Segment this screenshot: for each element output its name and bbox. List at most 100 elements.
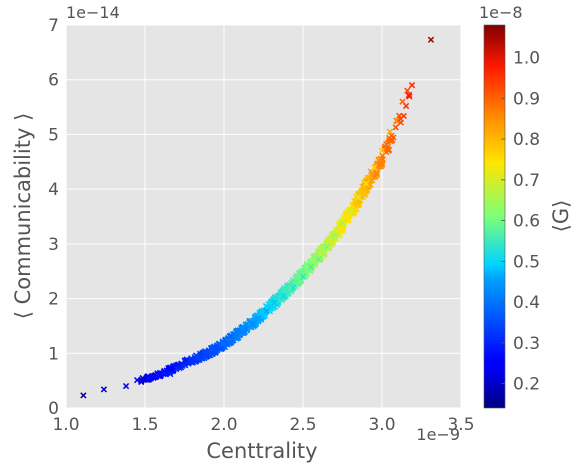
scatter-point <box>167 370 174 378</box>
scatter-point <box>160 369 168 377</box>
scatter-point <box>154 372 161 379</box>
scatter-point <box>306 259 313 266</box>
scatter-point <box>404 87 411 94</box>
scatter-point <box>345 211 353 219</box>
scatter-point <box>201 352 209 359</box>
y-tick-label: 7 <box>48 16 59 36</box>
y-tick-label: 2 <box>48 290 59 310</box>
scatter-point <box>122 382 130 390</box>
scatter-point <box>281 284 288 292</box>
scatter-point <box>393 117 400 124</box>
scatter-point <box>239 327 247 334</box>
scatter-point <box>280 292 288 299</box>
scatter-point <box>290 284 297 291</box>
scatter-point <box>406 93 413 100</box>
colorbar-tick-label: 1.0 <box>513 49 540 69</box>
scatter-point <box>363 180 370 187</box>
scatter-point <box>321 248 328 256</box>
x-axis-label: Centtrality <box>206 439 317 463</box>
scatter-point <box>390 134 397 141</box>
scatter-point <box>255 315 262 322</box>
x-tick-label: 2.5 <box>289 415 316 435</box>
y-offset-label: 1e−14 <box>66 3 120 22</box>
scatter-point <box>216 345 223 353</box>
colorbar-offset-label: 1e−8 <box>479 3 523 22</box>
colorbar-tick-label: 0.4 <box>513 293 540 313</box>
x-tick-label: 1.5 <box>131 415 158 435</box>
scatter-point <box>392 124 399 131</box>
scatter-point <box>370 164 378 171</box>
x-tick-label: 3.5 <box>447 415 474 435</box>
scatter-point <box>329 239 336 246</box>
colorbar-ticks: 0.2 0.3 0.4 0.5 0.6 0.7 0.8 0.9 1.0 <box>501 49 540 395</box>
scatter-point <box>384 146 392 154</box>
scatter-point <box>271 299 278 306</box>
scatter-point <box>208 350 215 357</box>
scatter-point <box>307 263 315 270</box>
scatter-point <box>227 333 234 340</box>
scatter-point <box>355 194 362 201</box>
x-tick-label: 2.0 <box>210 415 237 435</box>
scatter-point <box>399 98 406 105</box>
y-tick-label: 6 <box>48 71 59 91</box>
colorbar-tick-label: 0.5 <box>513 252 540 272</box>
x-offset-label: 1e−9 <box>416 425 460 444</box>
colorbar-tick-label: 0.3 <box>513 334 540 354</box>
y-tick-label: 1 <box>48 344 59 364</box>
scatter-point <box>263 308 270 315</box>
scatter-point <box>331 232 338 239</box>
plot-background <box>66 25 461 408</box>
scatter-point <box>181 361 188 368</box>
scatter-point <box>145 374 152 382</box>
scatter-point <box>408 82 416 89</box>
axis-ticks: 1.0 1.5 2.0 2.5 3.0 3.5 0 1 2 3 4 5 6 7 <box>48 16 474 435</box>
scatter-point <box>80 392 87 399</box>
scatter-point <box>249 321 256 328</box>
scatter-point <box>149 373 157 380</box>
x-tick-label: 3.0 <box>368 415 395 435</box>
y-tick-label: 0 <box>48 399 59 419</box>
scatter-point <box>386 128 394 135</box>
colorbar-tick-label: 0.2 <box>513 375 540 395</box>
y-tick-label: 5 <box>48 125 59 145</box>
scatter-point <box>347 207 354 215</box>
scatter-point <box>195 353 202 361</box>
y-tick-label: 4 <box>48 180 59 200</box>
scatter-point <box>173 365 180 372</box>
data-points <box>80 36 435 399</box>
scatter-point <box>224 340 231 348</box>
scatter-point <box>345 217 352 224</box>
scatter-point <box>427 36 435 43</box>
scatter-point <box>195 355 202 362</box>
scatter-point <box>323 243 330 250</box>
x-tick-label: 1.0 <box>52 415 79 435</box>
scatter-point <box>339 219 346 227</box>
scatter-point <box>231 333 239 341</box>
colorbar-tick-label: 0.7 <box>513 171 540 191</box>
colorbar-tick-label: 0.6 <box>513 212 540 232</box>
scatter-point <box>189 358 196 365</box>
y-axis-label: ⟨ Communicability ⟩ <box>11 113 35 320</box>
scatter-point <box>297 269 305 276</box>
colorbar-label: ⟨G⟩ <box>549 200 573 233</box>
scatter-point <box>311 261 319 269</box>
colorbar <box>483 24 506 409</box>
scatter-point <box>331 234 338 241</box>
grid-lines <box>65 24 462 409</box>
scatter-point <box>378 147 386 154</box>
scatter-point <box>133 376 141 384</box>
colorbar-tick-label: 0.9 <box>513 89 540 109</box>
scatter-point <box>400 112 407 120</box>
scatter-point <box>367 181 374 188</box>
colorbar-tick-label: 0.8 <box>513 130 540 150</box>
y-tick-label: 3 <box>48 235 59 255</box>
scatter-point <box>227 339 234 346</box>
scatter-point <box>100 386 108 393</box>
scatter-point <box>377 160 384 167</box>
scatter-point <box>315 256 322 263</box>
scatter-point <box>299 273 307 280</box>
scatter-point <box>352 206 359 213</box>
scatter-point <box>373 171 381 178</box>
scatter-point <box>338 227 345 234</box>
